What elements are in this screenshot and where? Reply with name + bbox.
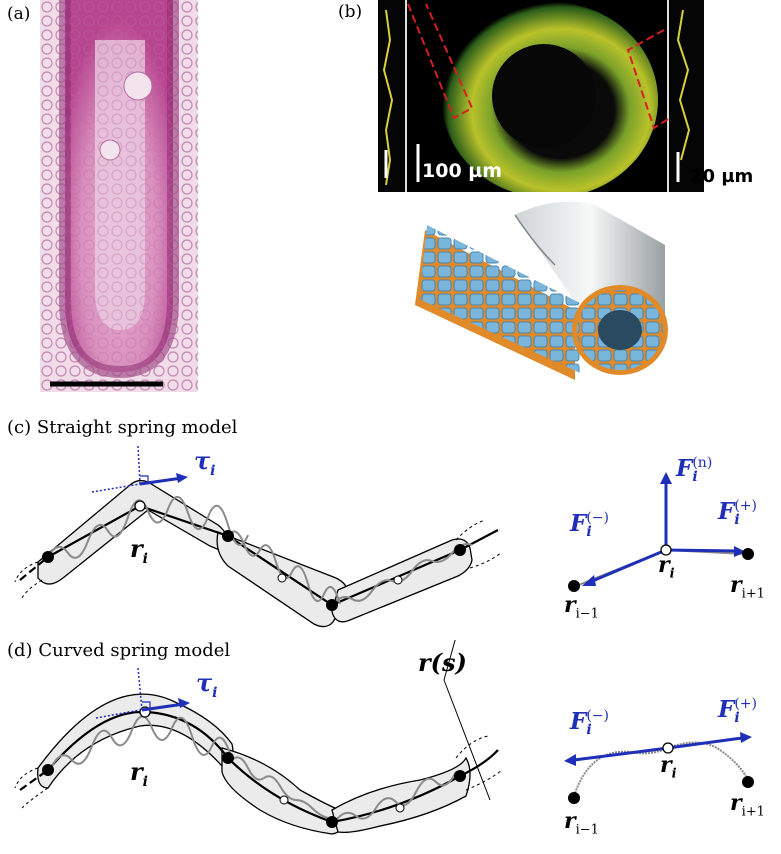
r-next-label-c: ri+1	[730, 572, 765, 602]
rolled-epithelium-illustration	[415, 201, 668, 380]
node-point	[326, 599, 338, 611]
force-plus-label-d: F (+) i	[718, 696, 757, 726]
r-prev-label-c: ri−1	[564, 592, 599, 622]
force-normal-label: F (n) i	[676, 455, 713, 485]
midpoint-circle	[134, 500, 146, 512]
node-point	[454, 544, 466, 556]
node-point	[454, 770, 466, 782]
midpoint-circle	[279, 795, 289, 805]
force-minus-label-d: F (−) i	[570, 708, 609, 738]
scale-label-100um: 100 µm	[422, 160, 503, 182]
straight-spring-diagram	[14, 445, 754, 628]
segment-capsule	[37, 479, 229, 585]
r-center-label-c: ri	[658, 552, 675, 582]
node-point	[326, 816, 338, 828]
tangent-label-c: τi	[194, 446, 216, 479]
panel-c-label: (c) Straight spring model	[7, 417, 238, 438]
segment-capsule	[331, 756, 471, 834]
r-center-label-d: ri	[660, 752, 677, 782]
force-plus-label-c: F (+) i	[718, 498, 757, 528]
panel-a-label: (a)	[7, 4, 31, 24]
scale-label-20um: 20 µm	[690, 166, 754, 187]
node-point	[42, 551, 54, 563]
r-next-label-d: ri+1	[730, 790, 765, 820]
histology-crypt-image	[40, 0, 198, 392]
midpoint-circle	[395, 803, 405, 813]
node-point	[222, 752, 234, 764]
midpoint-circle	[277, 573, 287, 583]
curved-spring-diagram	[14, 640, 754, 835]
tangent-label-d: τi	[196, 668, 218, 701]
confocal-image	[378, 0, 704, 192]
r-i-label-c: ri	[130, 534, 148, 567]
force-minus-label-c: F (−) i	[570, 510, 609, 540]
panel-d-label: (d) Curved spring model	[7, 640, 231, 661]
curve-r-s-label: r(s)	[418, 648, 467, 677]
r-i-label-d: ri	[130, 757, 148, 790]
panel-d-title: Curved spring model	[38, 640, 231, 661]
r-prev-label-d: ri−1	[564, 808, 599, 838]
node-point	[222, 530, 234, 542]
midpoint-circle	[393, 575, 403, 585]
panel-c-title: Straight spring model	[36, 417, 238, 438]
node-point	[42, 764, 54, 776]
panel-b-label: (b)	[338, 2, 363, 22]
